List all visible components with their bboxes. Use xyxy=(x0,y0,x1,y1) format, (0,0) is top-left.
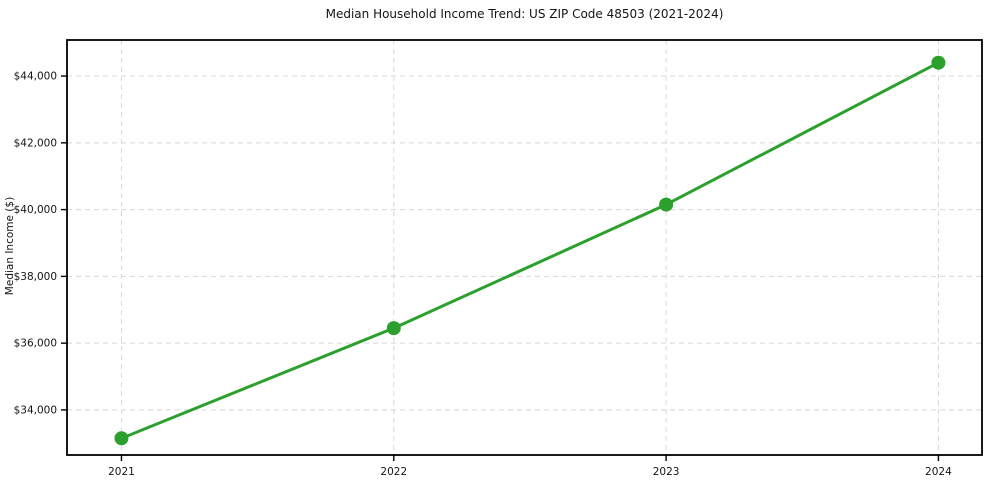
y-tick-label: $36,000 xyxy=(14,338,57,350)
y-tick-label: $40,000 xyxy=(14,204,57,216)
axes-spines xyxy=(66,39,983,456)
data-point-2022 xyxy=(386,321,401,336)
x-tick-label: 2022 xyxy=(380,466,407,478)
data-point-2024 xyxy=(931,55,946,70)
y-tick-label: $34,000 xyxy=(14,404,57,416)
y-tick-label: $42,000 xyxy=(14,137,57,149)
x-tick-label: 2023 xyxy=(653,466,680,478)
data-point-2021 xyxy=(114,431,129,446)
y-tick-label: $38,000 xyxy=(14,271,57,283)
x-tick-label: 2024 xyxy=(925,466,952,478)
data-point-2023 xyxy=(659,197,674,212)
trend-line xyxy=(119,61,940,440)
y-tick-label: $44,000 xyxy=(14,71,57,83)
x-tick-label: 2021 xyxy=(108,466,135,478)
chart-title: Median Household Income Trend: US ZIP Co… xyxy=(325,7,724,21)
